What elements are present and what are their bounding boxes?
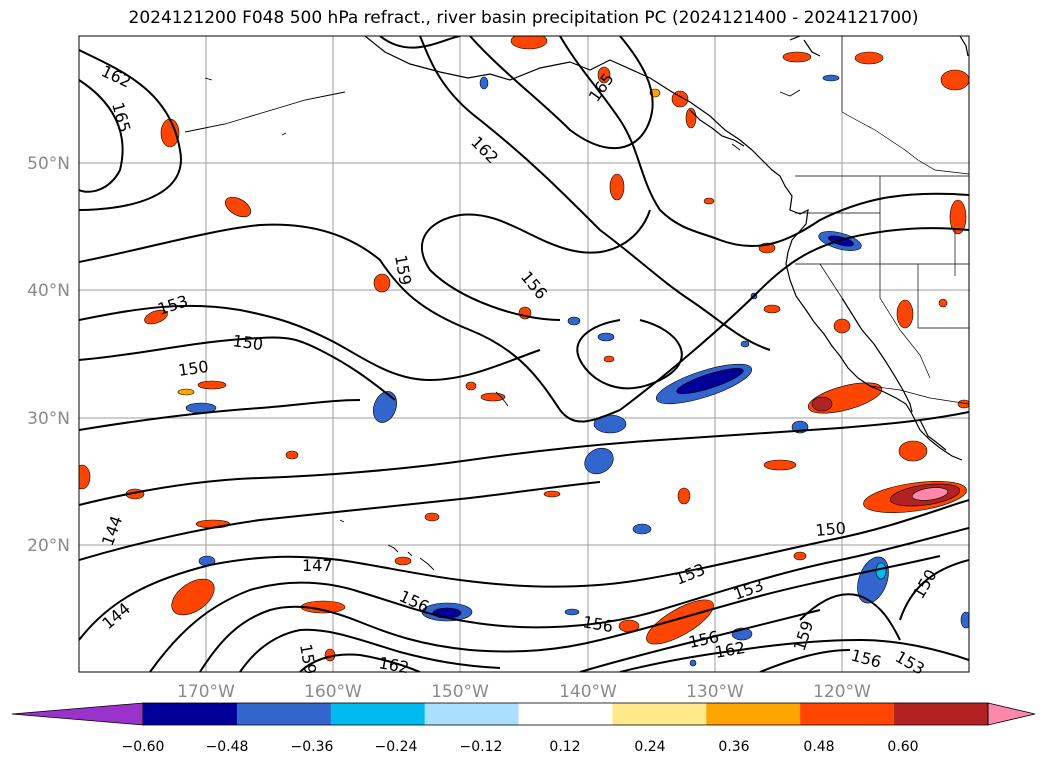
- lat-tick-label: 30°N: [27, 409, 70, 429]
- colorbar-tick-label: −0.12: [460, 739, 503, 755]
- lon-tick-label: 160°W: [304, 682, 362, 702]
- map-area: [79, 36, 969, 672]
- lon-tick-label: 130°W: [686, 682, 744, 702]
- lon-tick-label: 170°W: [177, 682, 235, 702]
- lat-tick-label: 50°N: [27, 154, 70, 174]
- contour-label: 150: [231, 331, 264, 354]
- colorbar-segment: [330, 703, 426, 725]
- contour-label: 150: [177, 357, 210, 380]
- longitude-labels: 170°W 160°W 150°W 140°W 130°W 120°W: [177, 682, 871, 702]
- islands: [184, 77, 801, 571]
- precip-patches: [79, 36, 969, 667]
- colorbar-segment: [894, 703, 989, 725]
- colorbar-segment: [424, 703, 520, 725]
- colorbar-segment: [800, 703, 895, 725]
- colorbar-segment: [706, 703, 801, 725]
- height-contours: [79, 36, 969, 672]
- colorbar-tick-label: 0.24: [634, 739, 665, 755]
- contour-label: 150: [815, 518, 847, 540]
- colorbar-outline: [142, 702, 989, 726]
- lon-tick-label: 140°W: [559, 682, 617, 702]
- colorbar-segment: [518, 703, 613, 725]
- colorbar-segment: [612, 703, 707, 725]
- contour-label: 162: [377, 653, 410, 677]
- lon-tick-label: 120°W: [813, 682, 871, 702]
- colorbar-segments: [143, 703, 989, 725]
- lat-tick-label: 20°N: [27, 536, 70, 556]
- state-borders: [795, 36, 969, 405]
- coastlines: [364, 36, 969, 461]
- colorbar-tick-label: −0.48: [206, 739, 249, 755]
- colorbar-ticks: −0.60 −0.48 −0.36 −0.24 −0.12 0.12 0.24 …: [122, 739, 919, 755]
- lat-tick-label: 40°N: [27, 281, 70, 301]
- map-frame: [78, 35, 970, 673]
- latitude-labels: 20°N 30°N 40°N 50°N: [27, 154, 70, 556]
- colorbar: −0.60 −0.48 −0.36 −0.24 −0.12 0.12 0.24 …: [11, 702, 1036, 755]
- gridlines: [79, 36, 969, 672]
- colorbar-segment: [143, 703, 238, 725]
- colorbar-tick-label: 0.36: [718, 739, 749, 755]
- colorbar-tick-label: 0.60: [887, 739, 918, 755]
- colorbar-segment: [236, 703, 332, 725]
- colorbar-tick-label: −0.36: [291, 739, 334, 755]
- colorbar-extend-high: [987, 702, 1036, 726]
- colorbar-tick-label: 0.48: [803, 739, 834, 755]
- contour-label: 147: [302, 556, 333, 575]
- colorbar-tick-label: 0.12: [549, 739, 580, 755]
- colorbar-tick-label: −0.24: [375, 739, 418, 755]
- colorbar-extend-low: [11, 702, 144, 726]
- map-title: 2024121200 F048 500 hPa refract., river …: [128, 8, 919, 28]
- lon-tick-label: 150°W: [431, 682, 489, 702]
- colorbar-tick-label: −0.60: [122, 739, 165, 755]
